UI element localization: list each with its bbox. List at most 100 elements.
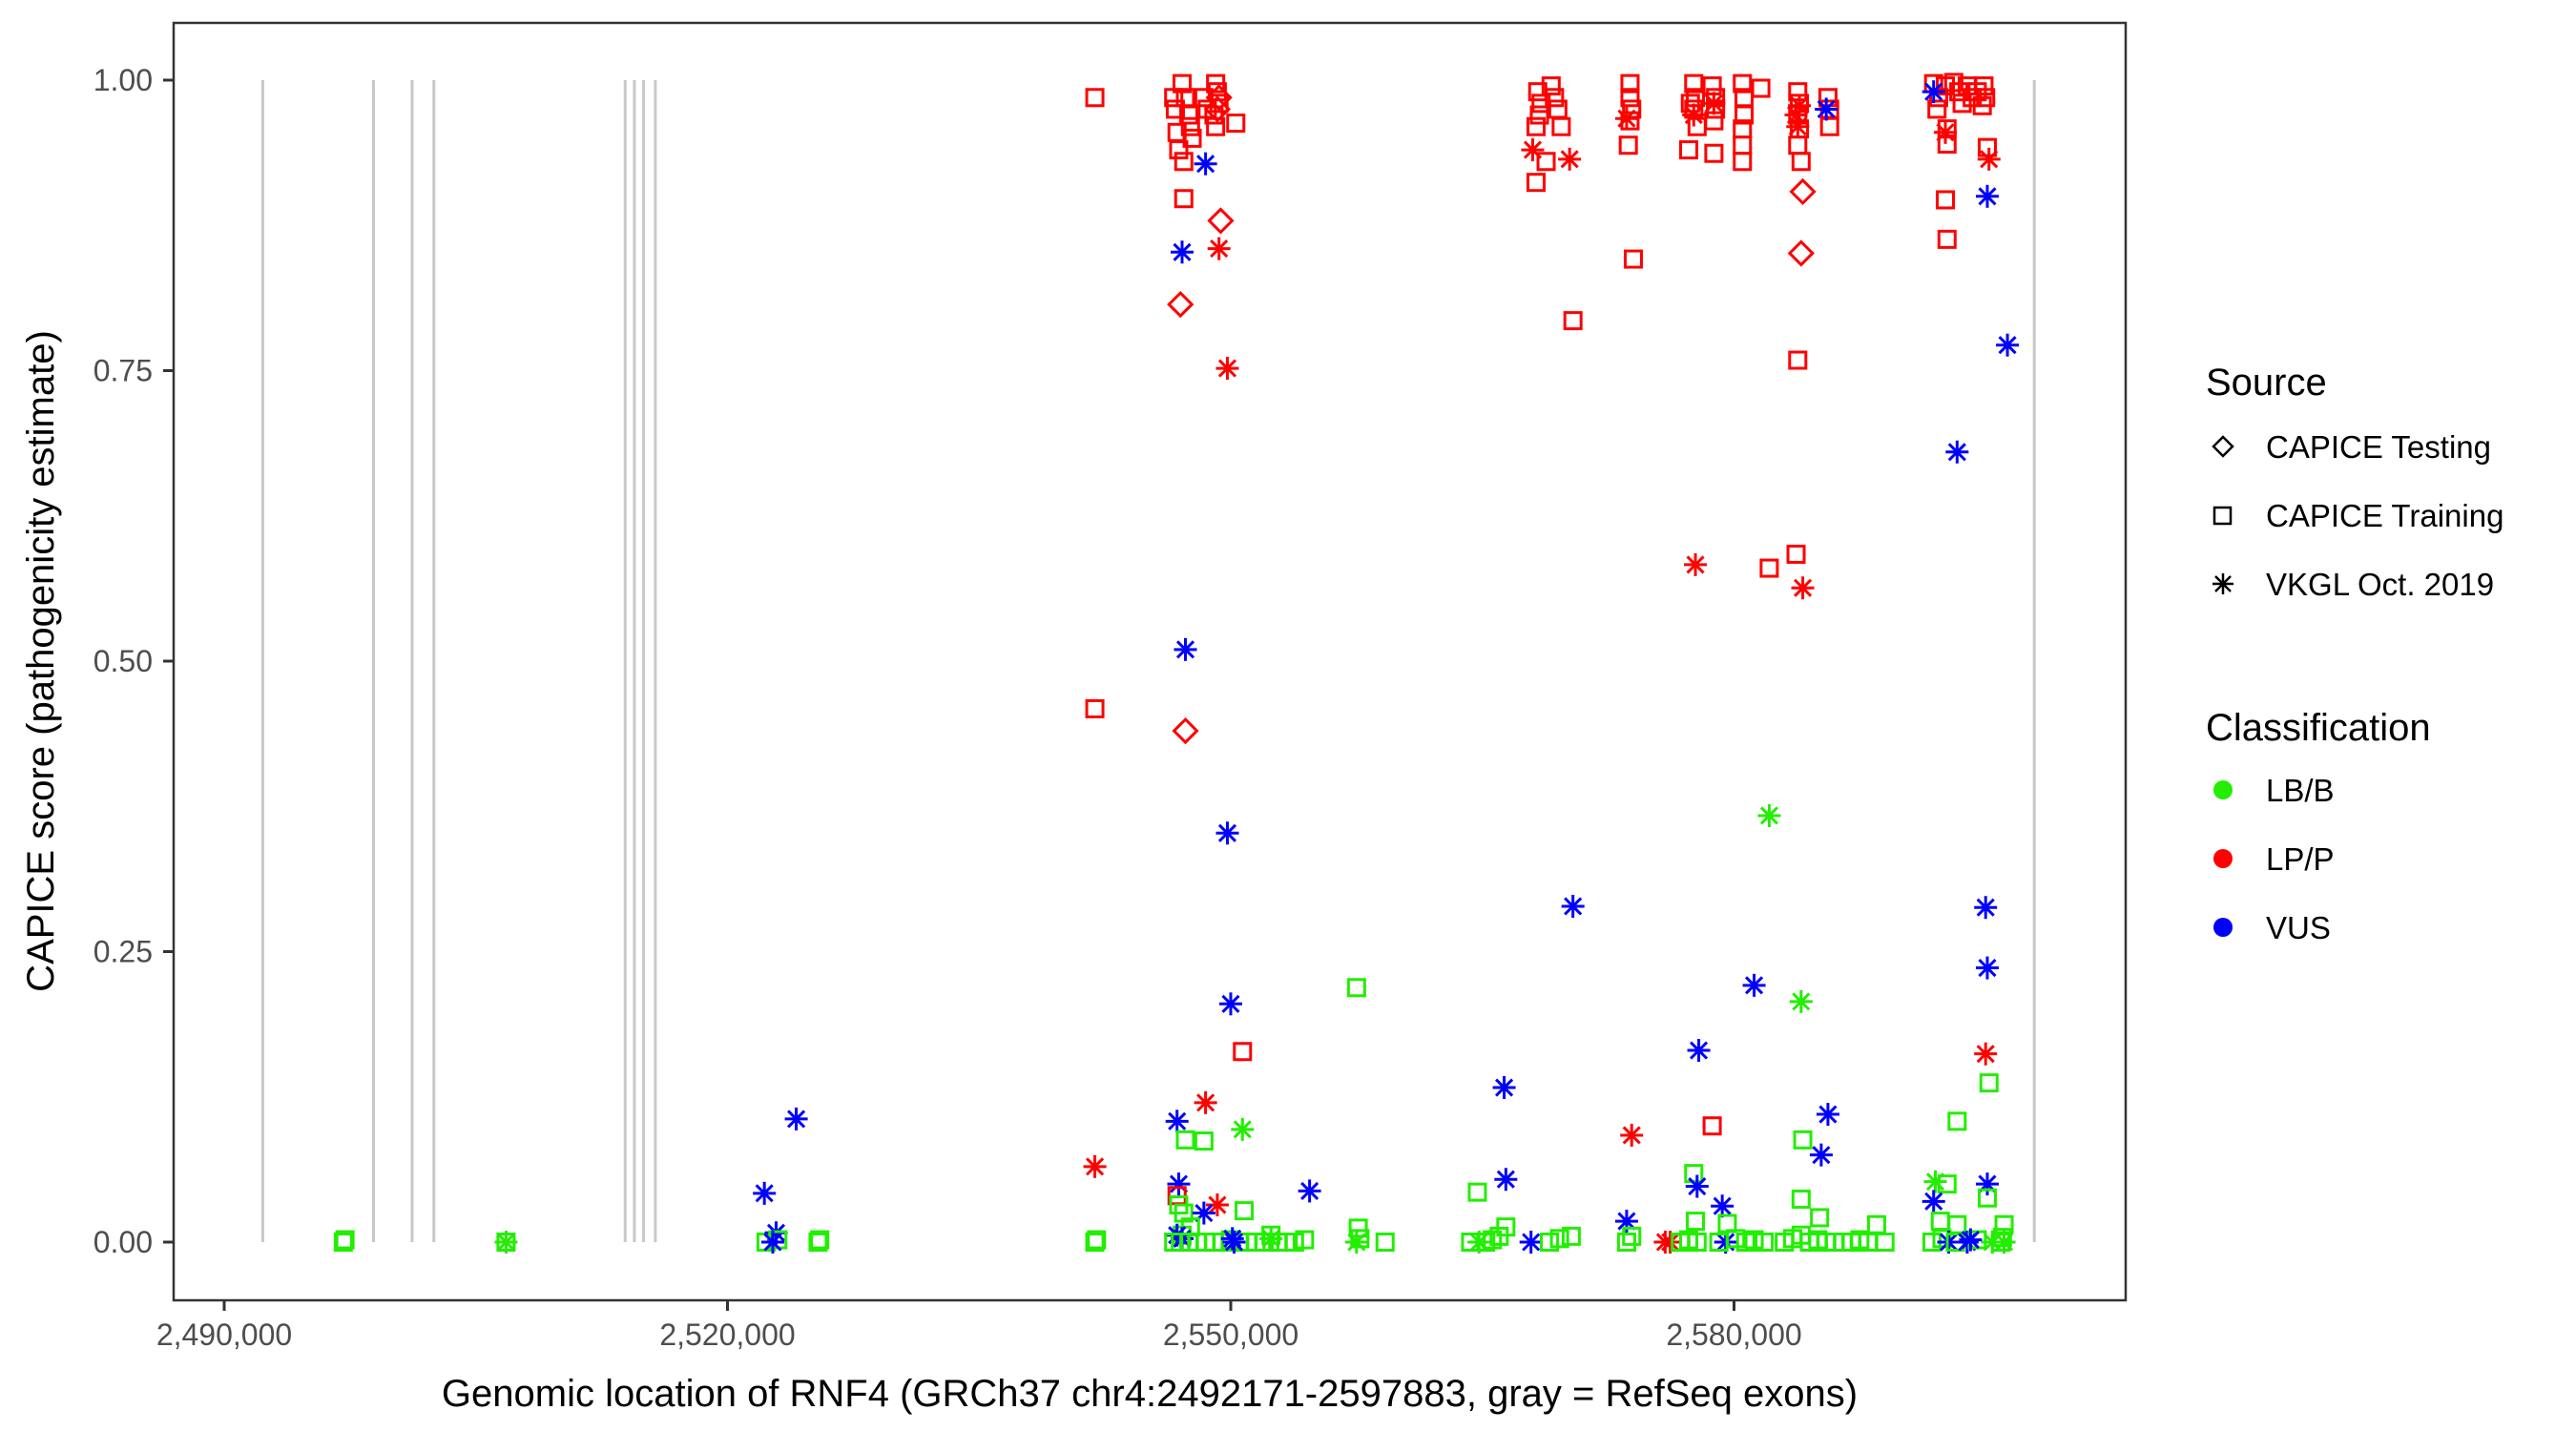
point-diamond	[1203, 95, 1232, 123]
point-asterisk	[1742, 973, 1766, 997]
point-square	[1165, 99, 1185, 119]
asterisk-icon	[2212, 573, 2233, 594]
point-asterisk	[1815, 97, 1839, 121]
point-square	[1947, 1111, 1967, 1131]
point-asterisk	[1992, 1231, 2016, 1254]
point-square	[1687, 1233, 1707, 1252]
point-square	[1180, 116, 1200, 136]
point-square	[1526, 173, 1546, 193]
legend-title-source: Source	[2206, 362, 2327, 404]
legend-label-capice-training: CAPICE Training	[2266, 498, 2503, 533]
point-square	[1793, 1130, 1813, 1150]
legend: Source CAPICE Testing CAPICE Training VK…	[2206, 362, 2503, 945]
point-square	[1819, 116, 1839, 136]
point-square	[333, 1233, 353, 1252]
data-points	[333, 73, 2020, 1254]
point-asterisk	[1757, 803, 1781, 827]
point-square	[1788, 350, 1808, 370]
point-square	[1526, 116, 1546, 136]
point-asterisk	[753, 1181, 777, 1205]
point-asterisk	[1083, 1154, 1107, 1178]
point-asterisk	[1519, 1231, 1543, 1254]
point-square	[1616, 1233, 1636, 1252]
lp-p-color-icon	[2213, 849, 2233, 868]
point-asterisk	[1685, 1174, 1709, 1198]
legend-label-vkgl: VKGL Oct. 2019	[2266, 567, 2494, 602]
square-icon	[2212, 506, 2233, 526]
point-square	[1620, 88, 1640, 108]
point-square	[1284, 1233, 1304, 1252]
point-diamond	[1172, 716, 1199, 745]
point-square	[1937, 134, 1957, 154]
point-asterisk	[1789, 989, 1813, 1013]
y-tick-label: 0.50	[93, 644, 153, 678]
y-tick-label: 1.00	[93, 63, 153, 97]
point-diamond	[1205, 84, 1233, 112]
legend-label-capice-testing: CAPICE Testing	[2266, 429, 2491, 465]
point-square	[1875, 1233, 1895, 1252]
point-asterisk	[1934, 120, 1958, 144]
point-asterisk	[1922, 1190, 1945, 1213]
point-asterisk	[1974, 1042, 1998, 1066]
point-asterisk	[1816, 1103, 1839, 1127]
point-square	[1680, 93, 1700, 114]
point-asterisk	[1977, 147, 2001, 171]
point-square	[1751, 78, 1771, 98]
point-square	[1759, 558, 1779, 578]
point-square	[1226, 114, 1246, 134]
point-asterisk	[1682, 103, 1706, 127]
point-square	[1174, 152, 1194, 172]
point-asterisk	[760, 1231, 784, 1254]
point-square	[1622, 1226, 1642, 1246]
point-asterisk	[1620, 1123, 1644, 1147]
point-square	[1620, 111, 1640, 131]
point-square	[1175, 1130, 1195, 1150]
point-square	[1977, 1188, 1997, 1208]
point-square	[496, 1233, 516, 1252]
y-tick-label: 0.75	[93, 354, 153, 388]
point-square	[1788, 82, 1808, 102]
point-square	[1549, 1229, 1569, 1249]
point-asterisk	[1975, 184, 1999, 208]
point-square	[1551, 116, 1571, 136]
point-asterisk	[1791, 576, 1815, 600]
point-square	[1974, 76, 1994, 96]
point-square	[810, 1230, 830, 1250]
point-asterisk	[784, 1107, 808, 1130]
point-square	[1927, 99, 1947, 119]
point-square	[1541, 76, 1561, 96]
legend-label-lp-p: LP/P	[2266, 841, 2335, 877]
point-square	[1733, 73, 1753, 93]
point-asterisk	[1975, 956, 1999, 980]
point-square	[1235, 1201, 1255, 1221]
point-square	[1786, 544, 1806, 564]
point-square	[1194, 1131, 1214, 1151]
point-square	[1702, 1116, 1722, 1136]
y-axis-title: CAPICE score (pathogenicity estimate)	[20, 330, 62, 992]
panel-background	[174, 23, 2126, 1300]
y-tick-label: 0.00	[93, 1225, 153, 1259]
point-diamond	[1787, 239, 1815, 267]
point-square	[1937, 1174, 1957, 1194]
point-asterisk	[1687, 1039, 1711, 1063]
point-square	[1233, 1042, 1253, 1062]
x-tick-label: 2,490,000	[156, 1317, 292, 1352]
point-asterisk	[1614, 107, 1638, 131]
point-square	[1561, 1226, 1581, 1246]
point-square	[1735, 105, 1755, 125]
point-square	[1686, 88, 1706, 108]
point-asterisk	[1192, 1201, 1215, 1225]
point-square	[1529, 105, 1549, 125]
point-asterisk	[1494, 1168, 1518, 1192]
point-square	[1976, 88, 1996, 108]
point-asterisk	[1215, 357, 1239, 381]
point-square	[1169, 140, 1189, 160]
legend-title-classification: Classification	[2206, 707, 2431, 749]
x-tick-label: 2,580,000	[1666, 1317, 1801, 1352]
point-square	[1545, 88, 1565, 108]
point-square	[1678, 140, 1698, 160]
point-asterisk	[1809, 1143, 1833, 1167]
point-asterisk	[1170, 240, 1194, 264]
point-diamond	[1207, 207, 1235, 235]
